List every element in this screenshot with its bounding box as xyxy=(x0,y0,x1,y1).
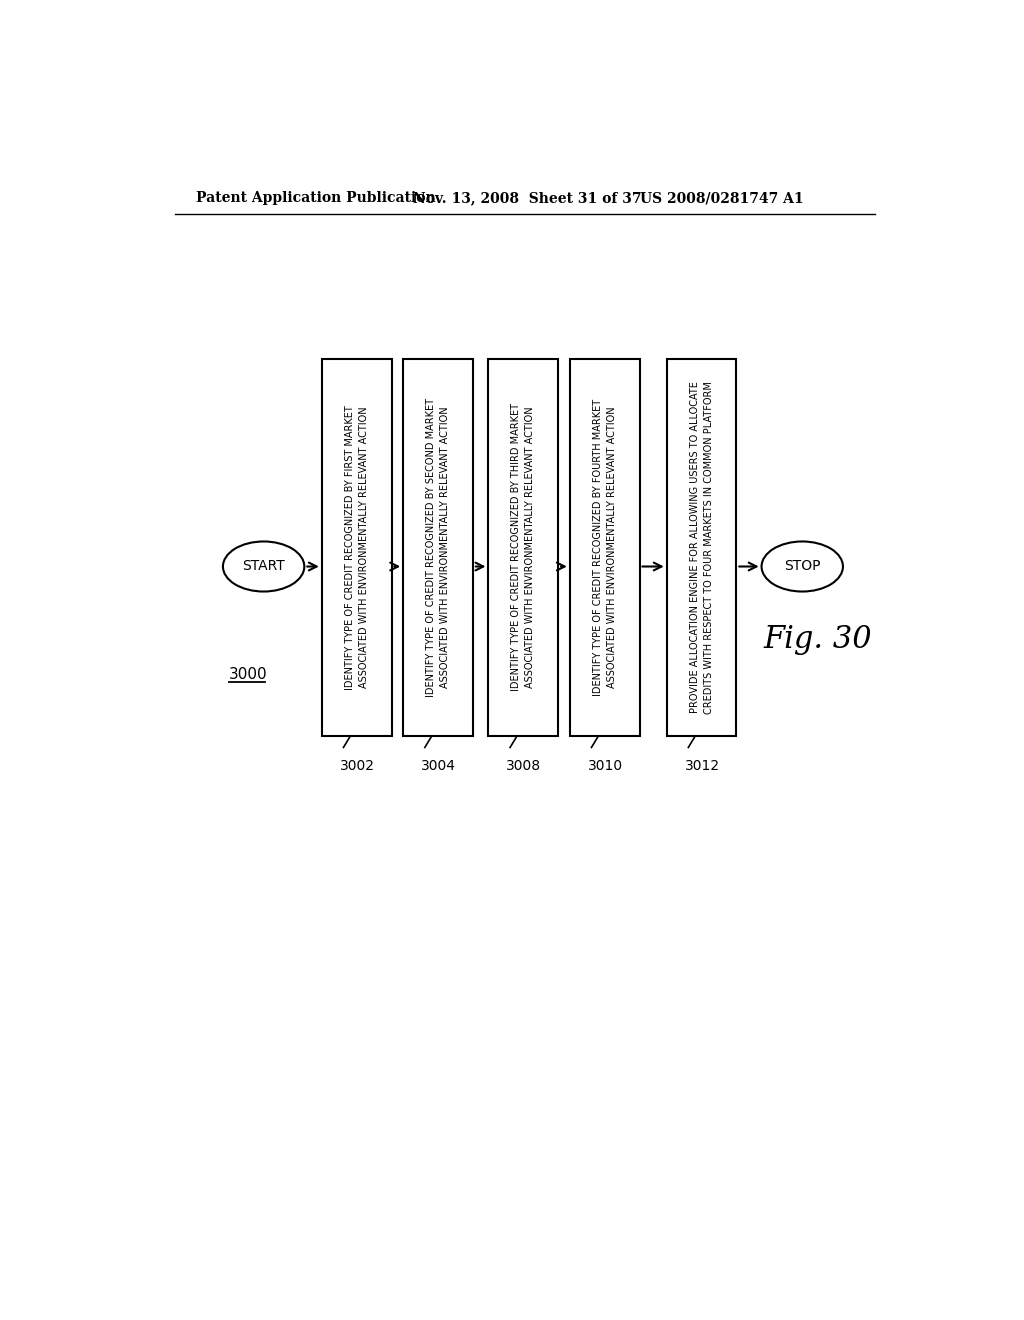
Text: 3000: 3000 xyxy=(228,667,267,682)
Text: IDENTIFY TYPE OF CREDIT RECOGNIZED BY FIRST MARKET
ASSOCIATED WITH ENVIRONMENTAL: IDENTIFY TYPE OF CREDIT RECOGNIZED BY FI… xyxy=(345,405,369,689)
Text: IDENTIFY TYPE OF CREDIT RECOGNIZED BY THIRD MARKET
ASSOCIATED WITH ENVIRONMENTAL: IDENTIFY TYPE OF CREDIT RECOGNIZED BY TH… xyxy=(511,403,536,692)
Text: PROVIDE ALLOCATION ENGINE FOR ALLOWING USERS TO ALLOCATE
CREDITS WITH RESPECT TO: PROVIDE ALLOCATION ENGINE FOR ALLOWING U… xyxy=(689,380,714,714)
Ellipse shape xyxy=(762,541,843,591)
Text: 3002: 3002 xyxy=(340,759,375,774)
Text: 3004: 3004 xyxy=(421,759,456,774)
Bar xyxy=(403,359,473,737)
Text: IDENTIFY TYPE OF CREDIT RECOGNIZED BY FOURTH MARKET
ASSOCIATED WITH ENVIRONMENTA: IDENTIFY TYPE OF CREDIT RECOGNIZED BY FO… xyxy=(593,399,616,696)
Text: Nov. 13, 2008  Sheet 31 of 37: Nov. 13, 2008 Sheet 31 of 37 xyxy=(414,191,642,206)
Bar xyxy=(569,359,640,737)
Bar xyxy=(488,359,558,737)
Text: Fig. 30: Fig. 30 xyxy=(764,624,872,655)
Text: US 2008/0281747 A1: US 2008/0281747 A1 xyxy=(640,191,803,206)
Text: START: START xyxy=(243,560,285,573)
Bar xyxy=(667,359,736,737)
Text: 3008: 3008 xyxy=(506,759,542,774)
Text: 3010: 3010 xyxy=(588,759,623,774)
Ellipse shape xyxy=(223,541,304,591)
Text: IDENTIFY TYPE OF CREDIT RECOGNIZED BY SECOND MARKET
ASSOCIATED WITH ENVIRONMENTA: IDENTIFY TYPE OF CREDIT RECOGNIZED BY SE… xyxy=(426,397,450,697)
Bar xyxy=(322,359,391,737)
Text: STOP: STOP xyxy=(784,560,820,573)
Text: Patent Application Publication: Patent Application Publication xyxy=(197,191,436,206)
Text: 3012: 3012 xyxy=(684,759,720,774)
